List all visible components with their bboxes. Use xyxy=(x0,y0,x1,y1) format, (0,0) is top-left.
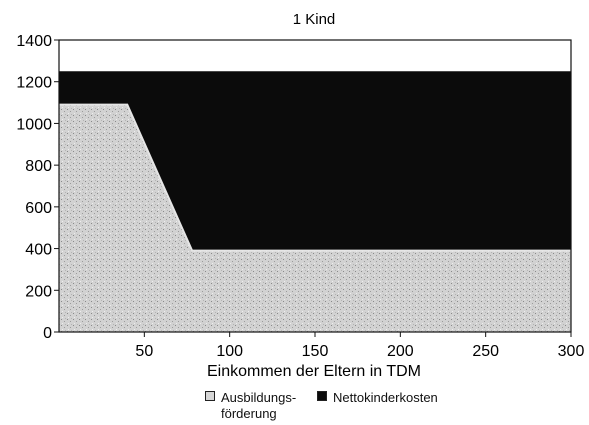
legend-swatch-light xyxy=(205,391,215,401)
series-boundary-line xyxy=(59,103,571,252)
x-axis-label: Einkommen der Eltern in TDM xyxy=(207,363,421,380)
y-tick-label: 200 xyxy=(25,283,52,300)
legend-label-line: Ausbildungs- xyxy=(221,390,297,405)
x-tick-label: 100 xyxy=(216,343,243,360)
x-tick-label: 250 xyxy=(472,343,499,360)
x-tick-label: 150 xyxy=(302,343,329,360)
legend-label: Nettokinderkosten xyxy=(333,390,438,405)
legend-item-ausbildungsfoerderung: Ausbildungs- förderung xyxy=(205,390,296,422)
x-tick-label: 50 xyxy=(135,343,153,360)
y-tick-label: 1200 xyxy=(16,75,52,92)
y-tick-label: 600 xyxy=(25,200,52,217)
plot-area xyxy=(58,39,572,333)
y-tick-label: 400 xyxy=(25,242,52,259)
y-axis: 0 200 400 600 800 1000 1200 1400 xyxy=(16,33,59,342)
area-series-2 xyxy=(59,71,571,251)
x-axis: 50 100 150 200 250 300 xyxy=(135,332,584,360)
x-tick-label: 200 xyxy=(387,343,414,360)
y-tick-label: 1400 xyxy=(16,33,52,50)
legend-label-line: förderung xyxy=(221,406,277,421)
area-series-1 xyxy=(59,104,571,333)
y-tick-label: 0 xyxy=(43,325,52,342)
x-tick-label: 300 xyxy=(558,343,585,360)
y-tick-label: 1000 xyxy=(16,116,52,133)
chart-title: 1 Kind xyxy=(293,11,336,28)
legend-item-nettokinderkosten: Nettokinderkosten xyxy=(317,390,438,406)
legend-swatch-dark xyxy=(317,391,327,401)
y-tick-label: 800 xyxy=(25,158,52,175)
